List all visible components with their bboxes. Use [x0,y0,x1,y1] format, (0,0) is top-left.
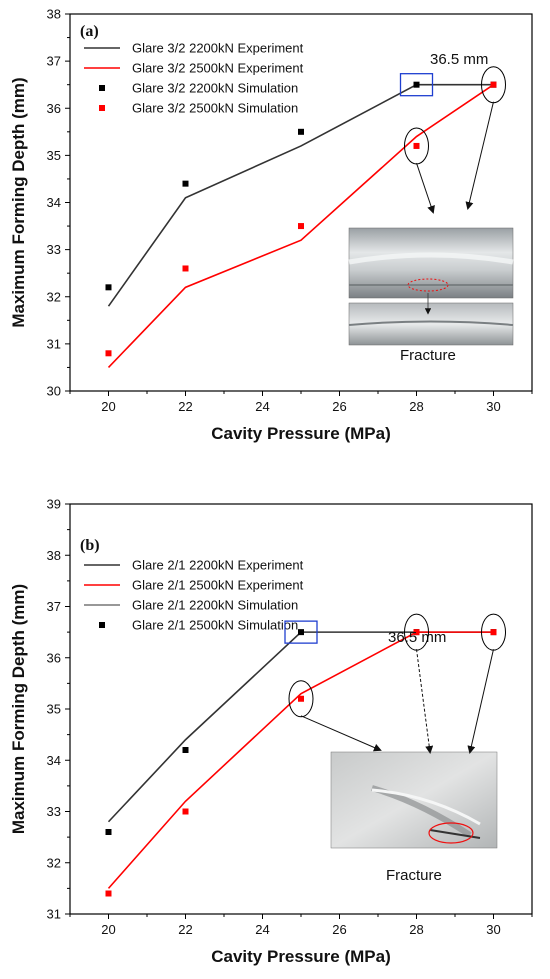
series-line-1 [107,83,494,307]
legend-entry: Glare 2/1 2200kN Simulation [132,598,298,613]
data-point-series-3 [298,128,304,135]
y-tick-label: 32 [47,289,61,304]
x-tick-label: 20 [101,922,115,937]
annotation-label: 36.5 mm [430,51,488,68]
callout-arrow [465,101,494,210]
circled-point [288,680,314,718]
legend-entry: Glare 2/1 2500kN Simulation [132,618,298,633]
y-tick-label: 34 [47,753,61,768]
y-tick-label: 30 [47,384,61,399]
y-tick-label: 32 [47,855,61,870]
data-point-series-3 [105,829,112,835]
y-tick-label: 38 [47,548,61,563]
y-tick-label: 33 [47,242,61,257]
x-tick-label: 22 [178,922,192,937]
y-tick-label: 31 [47,907,61,922]
callout-arrow [416,649,434,754]
x-axis-title: Cavity Pressure (MPa) [211,947,391,966]
x-tick-label: 22 [178,399,192,414]
y-axis-title: Maximum Forming Depth (mm) [9,77,28,327]
data-point-series-3 [298,629,304,636]
data-point-series-4 [105,890,112,897]
y-tick-label: 37 [47,599,61,614]
fracture-inset-photo [330,751,498,849]
series-line-2 [107,84,494,368]
x-tick-label: 28 [409,399,423,414]
y-tick-label: 37 [47,54,61,69]
fracture-inset-photo [348,227,514,346]
callout-arrow [467,649,494,754]
y-tick-label: 35 [47,702,61,717]
x-tick-label: 26 [332,922,346,937]
x-tick-label: 26 [332,399,346,414]
data-point-series-4 [105,350,112,357]
y-tick-label: 36 [47,101,61,116]
x-tick-label: 24 [255,922,269,937]
legend-entry: Glare 3/2 2200kN Simulation [132,81,298,96]
legend-entry: Glare 2/1 2200kN Experiment [132,558,304,573]
legend-swatch-marker [99,85,105,91]
panel-label: (b) [80,537,100,554]
data-point-series-3 [105,284,112,291]
data-point-series-4 [413,142,420,149]
y-tick-label: 33 [47,804,61,819]
data-point-series-3 [182,180,189,187]
data-point-series-3 [413,81,420,88]
x-axis-title: Cavity Pressure (MPa) [211,424,391,443]
legend-entry: Glare 3/2 2500kN Simulation [132,101,298,116]
data-point-series-4 [298,695,304,702]
legend-entry: Glare 3/2 2500kN Experiment [132,61,304,76]
callout-arrow [416,162,435,214]
data-point-series-4 [490,629,497,636]
highlight-box [284,620,318,644]
data-point-series-4 [413,629,420,636]
data-point-series-4 [182,265,189,272]
data-point-series-3 [182,747,189,753]
y-tick-label: 31 [47,336,61,351]
legend-swatch-marker [99,105,105,111]
y-tick-label: 38 [47,7,61,22]
y-tick-label: 36 [47,650,61,665]
x-tick-label: 28 [409,922,423,937]
highlight-box [399,73,434,97]
y-axis-title: Maximum Forming Depth (mm) [9,584,28,834]
x-tick-label: 20 [101,399,115,414]
y-tick-label: 34 [47,195,61,210]
data-point-series-4 [298,223,304,230]
panel-label: (a) [80,23,99,40]
data-point-series-4 [182,808,189,815]
callout-arrow [300,715,382,752]
legend-swatch-marker [99,622,105,628]
data-point-series-4 [490,81,497,88]
inset-caption: Fracture [386,867,442,884]
y-tick-label: 35 [47,148,61,163]
y-tick-label: 39 [47,497,61,512]
legend-entry: Glare 2/1 2500kN Experiment [132,578,304,593]
inset-caption: Fracture [400,347,456,364]
x-tick-label: 24 [255,399,269,414]
annotation-label: 36.5 mm [388,629,446,646]
x-tick-label: 30 [486,922,500,937]
chart-panel-b: 20 22 24 26 28 30 31 32 33 34 35 36 37 38 39 Cavity Pre… [9,497,533,966]
legend-entry: Glare 3/2 2200kN Experiment [132,41,304,56]
series-line-2 [107,631,494,889]
x-tick-label: 30 [486,399,500,414]
chart-panel-a: 20 22 24 26 28 30 30 31 32 33 34 35 36 37 38 Cavity Pre… [9,7,533,443]
